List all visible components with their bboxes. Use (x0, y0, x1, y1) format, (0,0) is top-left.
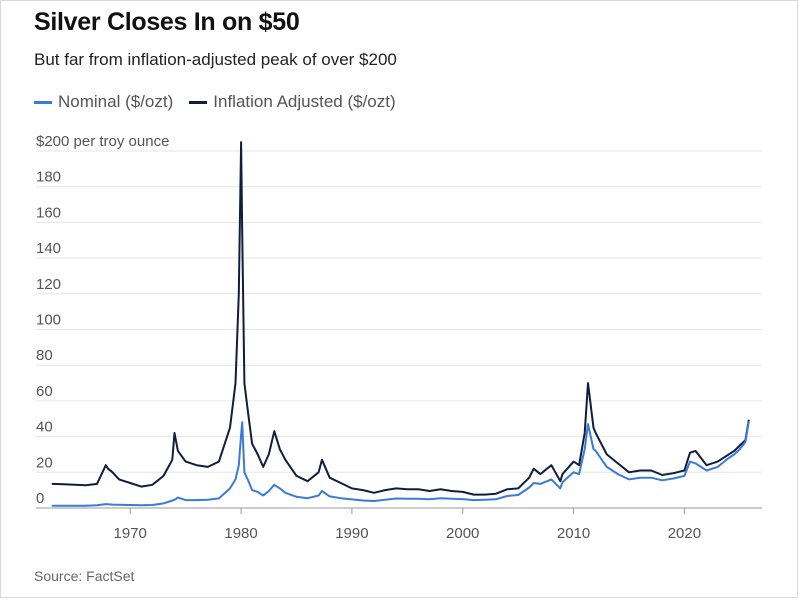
y-tick-label-160: 160 (36, 204, 61, 221)
y-tick-label-40: 40 (36, 419, 53, 436)
source-note: Source: FactSet (34, 568, 135, 584)
y-tick-label-60: 60 (36, 383, 53, 400)
x-tick-label-1980: 1980 (224, 525, 257, 542)
legend-item-inflation-adjusted: Inflation Adjusted ($/ozt) (189, 92, 396, 112)
y-tick-label-180: 180 (36, 169, 61, 186)
legend-swatch-inflation-adjusted (189, 100, 208, 104)
y-tick-label-80: 80 (36, 347, 53, 364)
chart-plot: 0 20 40 60 80 100 120 140 160 180 $200 per troy ou… (36, 133, 762, 542)
y-tick-label-120: 120 (36, 276, 61, 293)
chart-subtitle: But far from inflation-adjusted peak of … (34, 50, 397, 69)
legend: Nominal ($/ozt) Inflation Adjusted ($/oz… (34, 92, 412, 112)
x-tick-label-2000: 2000 (446, 525, 479, 542)
chart-title: Silver Closes In on $50 (34, 8, 300, 36)
y-tick-label-200: $200 per troy ounce (36, 133, 169, 150)
legend-item-nominal: Nominal ($/ozt) (34, 92, 173, 112)
series-line-nominal (51, 421, 750, 507)
legend-swatch-nominal (34, 100, 52, 104)
x-tick-label-2020: 2020 (668, 525, 701, 542)
y-tick-label-140: 140 (36, 240, 61, 257)
x-tick-label-2010: 2010 (557, 525, 590, 542)
x-tick-label-1970: 1970 (114, 525, 147, 542)
series-line-inflation-adjusted (51, 141, 750, 496)
legend-label-inflation-adjusted: Inflation Adjusted ($/ozt) (213, 92, 396, 111)
y-tick-label-100: 100 (36, 312, 61, 329)
y-tick-label-0: 0 (36, 490, 44, 507)
legend-label-nominal: Nominal ($/ozt) (58, 92, 174, 111)
x-tick-label-1990: 1990 (335, 525, 368, 542)
y-tick-label-20: 20 (36, 454, 53, 471)
